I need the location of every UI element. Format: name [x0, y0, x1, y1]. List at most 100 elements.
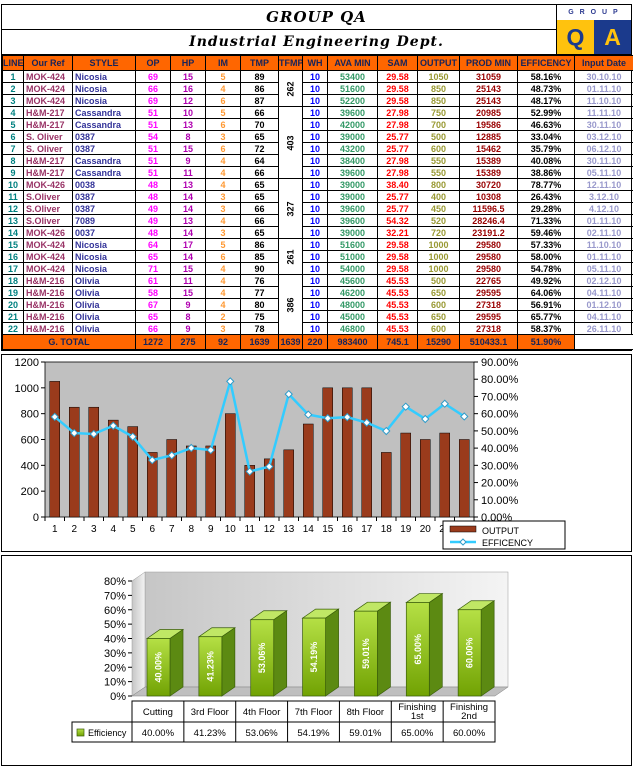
table-cell[interactable]: 65 [135, 250, 171, 263]
table-cell[interactable]: 1050 [417, 70, 460, 83]
table-cell[interactable]: 27.98 [377, 166, 418, 179]
table-cell[interactable]: Cassandra [72, 118, 136, 131]
table-cell[interactable]: 4 [205, 178, 241, 191]
table-cell[interactable]: 4 [205, 286, 241, 299]
table-cell[interactable]: H&M-216 [23, 274, 73, 287]
table-cell[interactable]: 45.53 [377, 286, 418, 299]
table-cell[interactable]: 27.98 [377, 154, 418, 167]
table-cell[interactable]: 1 [2, 70, 24, 83]
table-cell[interactable]: 66 [240, 214, 279, 227]
table-cell[interactable]: 720 [417, 226, 460, 239]
column-header[interactable]: Input Date [574, 55, 633, 71]
table-cell[interactable]: 10 [302, 130, 328, 143]
table-cell[interactable]: 850 [417, 82, 460, 95]
table-cell[interactable]: 10 [302, 286, 328, 299]
table-cell[interactable]: 38400 [327, 154, 378, 167]
table-cell[interactable]: 26.43% [517, 190, 575, 203]
grand-total-cell[interactable]: 510433.1 [459, 334, 518, 350]
table-cell[interactable]: 65 [135, 310, 171, 323]
table-cell[interactable]: 01.11.10 [574, 82, 633, 95]
table-cell[interactable]: 29.58 [377, 250, 418, 263]
table-cell[interactable]: 52200 [327, 94, 378, 107]
table-cell[interactable]: 85 [240, 250, 279, 263]
table-cell[interactable]: 14 [2, 226, 24, 239]
table-cell[interactable]: 65 [240, 130, 279, 143]
table-cell[interactable]: 45.53 [377, 298, 418, 311]
table-cell[interactable]: H&M-216 [23, 310, 73, 323]
table-cell[interactable]: 10 [302, 214, 328, 227]
table-cell[interactable]: 10 [302, 178, 328, 191]
table-cell[interactable]: 0387 [72, 202, 136, 215]
table-cell[interactable]: H&M-217 [23, 106, 73, 119]
table-cell[interactable]: 13 [2, 214, 24, 227]
table-cell[interactable]: 28246.4 [459, 214, 518, 227]
table-cell[interactable]: 3 [205, 202, 241, 215]
table-cell[interactable]: 64.06% [517, 286, 575, 299]
table-cell[interactable]: 29.58 [377, 238, 418, 251]
table-cell[interactable]: 02.12.10 [574, 274, 633, 287]
table-cell[interactable]: 51 [135, 154, 171, 167]
table-cell[interactable]: 51 [135, 142, 171, 155]
table-cell[interactable]: 0387 [72, 142, 136, 155]
table-cell[interactable]: 8 [2, 154, 24, 167]
table-cell[interactable]: Olivia [72, 286, 136, 299]
table-cell[interactable]: 29580 [459, 262, 518, 275]
table-cell[interactable]: MOK-424 [23, 262, 73, 275]
table-cell[interactable]: 700 [417, 118, 460, 131]
table-cell[interactable]: 45000 [327, 310, 378, 323]
table-cell[interactable]: 750 [417, 106, 460, 119]
table-cell[interactable]: S.Oliver [23, 190, 73, 203]
table-cell[interactable]: 51 [135, 166, 171, 179]
table-cell[interactable]: 13 [170, 214, 206, 227]
table-cell[interactable]: 2 [205, 310, 241, 323]
table-cell[interactable]: 51 [135, 106, 171, 119]
grand-total-cell[interactable]: 15290 [417, 334, 460, 350]
table-cell[interactable]: 23191.2 [459, 226, 518, 239]
table-cell[interactable]: Olivia [72, 274, 136, 287]
table-cell[interactable]: 89 [240, 70, 279, 83]
table-cell[interactable]: 45.53 [377, 310, 418, 323]
table-cell[interactable]: 10 [302, 70, 328, 83]
table-cell[interactable]: 48.73% [517, 82, 575, 95]
table-cell[interactable]: Olivia [72, 298, 136, 311]
grand-total-cell[interactable]: 983400 [327, 334, 378, 350]
table-cell[interactable]: 01.12.10 [574, 298, 633, 311]
table-cell[interactable]: Nicosia [72, 94, 136, 107]
table-cell[interactable]: 76 [240, 274, 279, 287]
table-cell[interactable]: 15462 [459, 142, 518, 155]
table-cell[interactable]: 10 [302, 106, 328, 119]
table-cell[interactable]: H&M-216 [23, 322, 73, 335]
table-cell[interactable]: 6 [205, 118, 241, 131]
tfmp-merged-cell[interactable]: 403 [278, 106, 303, 179]
table-cell[interactable]: 78.77% [517, 178, 575, 191]
table-cell[interactable]: 52.99% [517, 106, 575, 119]
table-cell[interactable]: 4 [205, 166, 241, 179]
table-cell[interactable]: MOK-426 [23, 226, 73, 239]
grand-total-cell[interactable]: 1639 [278, 334, 303, 350]
table-cell[interactable]: 49 [135, 214, 171, 227]
table-cell[interactable]: MOK-424 [23, 82, 73, 95]
table-cell[interactable]: 65.77% [517, 310, 575, 323]
table-cell[interactable]: 5 [205, 106, 241, 119]
table-cell[interactable]: S.Oliver [23, 202, 73, 215]
table-cell[interactable]: MOK-424 [23, 94, 73, 107]
table-cell[interactable]: 61 [135, 274, 171, 287]
table-cell[interactable]: 7 [2, 142, 24, 155]
table-cell[interactable]: 69 [135, 70, 171, 83]
table-cell[interactable]: H&M-217 [23, 154, 73, 167]
table-cell[interactable]: 500 [417, 274, 460, 287]
table-cell[interactable]: 87 [240, 94, 279, 107]
table-cell[interactable]: 10 [302, 310, 328, 323]
table-cell[interactable]: 11.10.10 [574, 238, 633, 251]
table-cell[interactable]: 14 [170, 250, 206, 263]
table-cell[interactable]: 9 [170, 298, 206, 311]
column-header[interactable]: STYLE [72, 55, 136, 71]
table-cell[interactable]: 0387 [72, 130, 136, 143]
table-cell[interactable]: 10 [302, 322, 328, 335]
table-cell[interactable]: 22 [2, 322, 24, 335]
table-cell[interactable]: 12 [2, 202, 24, 215]
table-cell[interactable]: 70 [240, 118, 279, 131]
column-header[interactable]: Our Ref [23, 55, 73, 71]
table-cell[interactable]: 9 [170, 322, 206, 335]
table-cell[interactable]: 86 [240, 82, 279, 95]
